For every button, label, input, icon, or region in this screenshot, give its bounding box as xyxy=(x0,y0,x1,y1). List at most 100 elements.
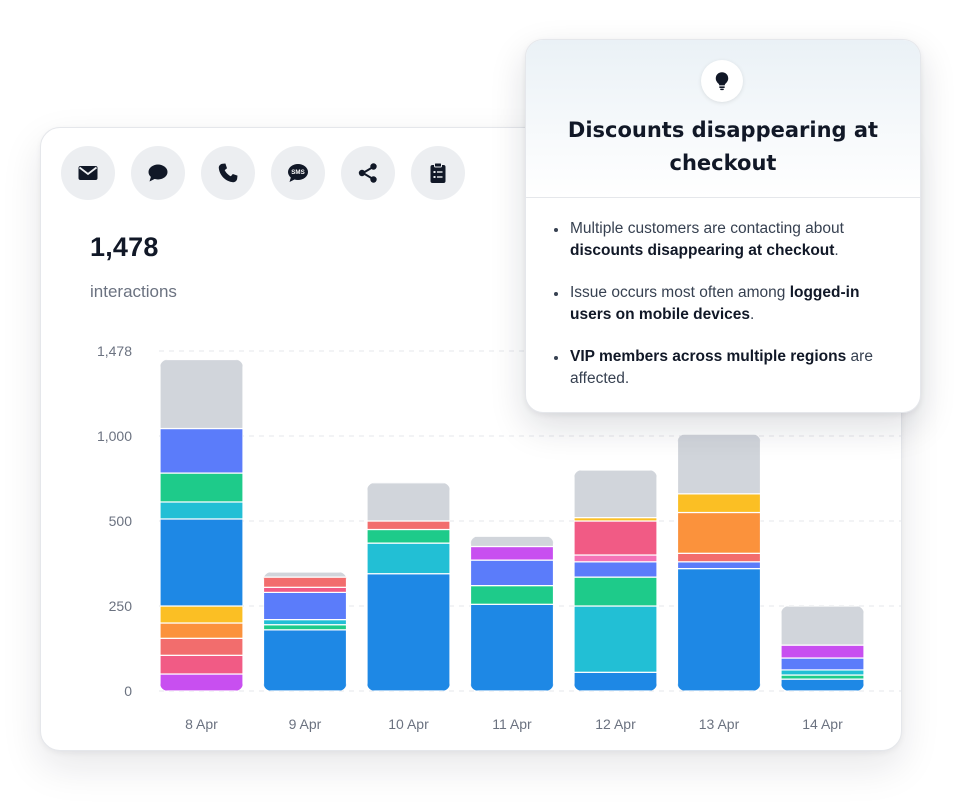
stacked-bar xyxy=(367,482,450,691)
bar-segment xyxy=(574,576,657,607)
tooltip-bullet-highlight: VIP members across multiple regions xyxy=(570,348,847,365)
bar-segment xyxy=(367,542,450,575)
bar-segment xyxy=(574,520,657,556)
chart-bars xyxy=(160,359,864,692)
chat-channel-button[interactable] xyxy=(131,146,185,200)
bar-segment xyxy=(263,572,347,578)
x-tick-label: 13 Apr xyxy=(699,716,740,732)
tooltip-bullet-text: are affected. xyxy=(570,348,873,387)
bar-segment xyxy=(574,554,657,563)
stacked-bar xyxy=(677,434,761,691)
bar-segment xyxy=(470,559,554,587)
bar-segment xyxy=(574,605,657,673)
bar-segment xyxy=(677,511,761,554)
interactions-stacked-bar-chart: 0 250 500 1,000 1,478 8 Apr 9 Apr 10 Apr 11 Apr… xyxy=(97,343,901,732)
bar-segment xyxy=(263,576,347,588)
share-icon xyxy=(358,163,377,183)
bar-segment xyxy=(160,637,243,656)
y-tick-label: 1,000 xyxy=(97,428,132,444)
bar-segment xyxy=(367,573,450,691)
tooltip-title: Discounts disappearing at checkout xyxy=(567,118,879,175)
x-tick-label: 14 Apr xyxy=(802,716,843,732)
bar-segment xyxy=(160,359,243,430)
y-tick-label: 500 xyxy=(109,513,133,529)
tooltip-bullet: Issue occurs most often among logged-in … xyxy=(554,282,900,326)
x-tick-label: 12 Apr xyxy=(595,716,636,732)
form-channel-button[interactable] xyxy=(411,146,465,200)
tooltip-bullet-text: . xyxy=(834,242,839,259)
tooltip-bullet-text: . xyxy=(750,306,755,323)
bar-segment xyxy=(263,624,347,631)
bar-segment xyxy=(781,644,864,659)
bar-segment xyxy=(677,493,761,514)
y-tick-label: 250 xyxy=(109,598,133,614)
bar-segment xyxy=(160,427,243,474)
tooltip-bullet: VIP members across multiple regions are … xyxy=(554,346,900,390)
bar-segment xyxy=(781,657,864,671)
bar-segment xyxy=(367,520,450,531)
stacked-bar xyxy=(781,606,864,691)
lightbulb-icon xyxy=(701,60,743,102)
sms-channel-button[interactable]: SMS xyxy=(271,146,325,200)
bar-segment xyxy=(263,619,347,626)
y-axis-ticks: 0 250 500 1,000 1,478 xyxy=(97,343,132,699)
bar-segment xyxy=(574,671,657,691)
phone-channel-button[interactable] xyxy=(201,146,255,200)
bar-segment xyxy=(574,561,657,578)
x-axis-ticks: 8 Apr 9 Apr 10 Apr 11 Apr 12 Apr 13 Apr 14 Apr xyxy=(185,716,843,732)
bar-segment xyxy=(263,591,347,621)
y-tick-label: 1,478 xyxy=(97,343,132,359)
x-tick-label: 11 Apr xyxy=(492,716,532,732)
stacked-bar xyxy=(470,536,554,691)
bar-segment xyxy=(160,605,243,624)
total-interactions-value: 1,478 xyxy=(90,232,159,262)
tooltip-bullet: Multiple customers are contacting about … xyxy=(554,218,900,262)
bar-segment xyxy=(470,585,554,605)
tooltip-bullet-text: Multiple customers are contacting about xyxy=(570,220,844,237)
email-channel-button[interactable] xyxy=(61,146,115,200)
bar-segment xyxy=(781,678,864,691)
bar-segment xyxy=(470,603,554,691)
y-tick-label: 0 xyxy=(124,683,132,699)
stacked-bar xyxy=(160,359,243,692)
tooltip-bullet-highlight: discounts disappearing at checkout xyxy=(570,242,835,259)
bar-segment xyxy=(263,586,347,593)
tooltip-bullet-highlight: logged-in users on mobile devices xyxy=(570,284,860,323)
envelope-icon xyxy=(78,166,98,180)
phone-icon xyxy=(218,163,238,183)
social-channel-button[interactable] xyxy=(341,146,395,200)
x-tick-label: 9 Apr xyxy=(289,716,322,732)
bar-segment xyxy=(160,501,243,520)
tooltip-header: Discounts disappearing at checkout xyxy=(526,40,920,198)
total-interactions-label: interactions xyxy=(90,282,177,301)
x-tick-label: 8 Apr xyxy=(185,716,218,732)
bar-segment xyxy=(160,472,243,503)
bar-segment xyxy=(677,568,761,691)
channel-filter-bar: SMS xyxy=(61,146,481,200)
tooltip-bullet-text: Issue occurs most often among xyxy=(570,284,790,301)
insight-tooltip: Discounts disappearing at checkout Multi… xyxy=(525,39,921,413)
bar-segment xyxy=(160,673,243,692)
bar-segment xyxy=(470,536,554,548)
bar-segment xyxy=(677,552,761,563)
bar-segment xyxy=(781,669,864,676)
bar-segment xyxy=(160,518,243,607)
bar-segment xyxy=(677,561,761,570)
tooltip-bullet-list: Multiple customers are contacting about … xyxy=(526,198,920,390)
bar-segment xyxy=(677,434,761,495)
bar-segment xyxy=(470,545,554,561)
bar-segment xyxy=(160,622,243,639)
sms-icon-label: SMS xyxy=(291,169,304,176)
bar-segment xyxy=(781,606,864,646)
sms-icon: SMS xyxy=(288,164,308,182)
clipboard-icon xyxy=(430,162,446,183)
bar-segment xyxy=(781,674,864,680)
bar-segment xyxy=(160,654,243,675)
bar-segment xyxy=(574,470,657,519)
bar-segment xyxy=(367,482,450,522)
bar-segment xyxy=(367,528,450,544)
stacked-bar xyxy=(574,470,657,691)
chat-bubble-icon xyxy=(148,164,168,182)
bar-segment xyxy=(263,629,347,691)
x-tick-label: 10 Apr xyxy=(388,716,429,732)
